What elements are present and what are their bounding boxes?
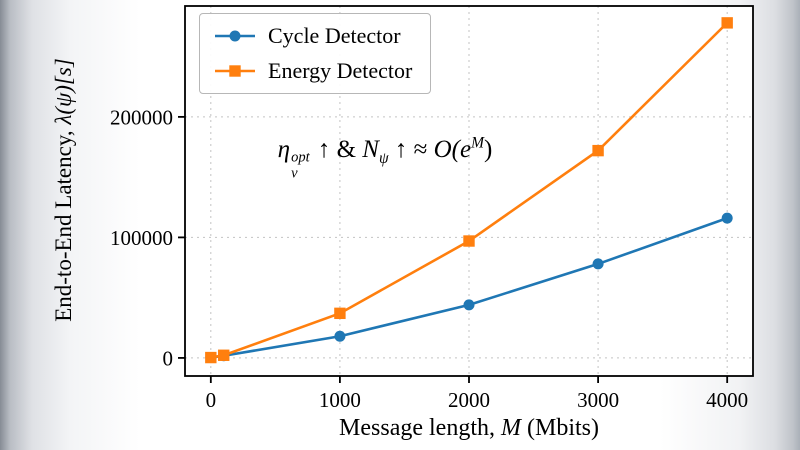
x-axis-label-math: M — [500, 415, 521, 441]
x-axis-label: Message length, M (Mbits) — [339, 415, 599, 442]
legend-label: Cycle Detector — [268, 23, 401, 48]
x-tick-label: 0 — [206, 388, 217, 412]
x-axis-label-unit: (Mbits) — [520, 415, 599, 441]
x-tick-label: 2000 — [448, 388, 490, 412]
y-axis-label-math: λ(ψ)[s] — [51, 58, 76, 125]
data-point-square — [334, 307, 346, 320]
y-tick-label: 0 — [163, 346, 174, 370]
data-point-square — [205, 351, 217, 364]
legend: Cycle Detector Energy Detector — [199, 13, 432, 94]
annotation: η opt v ↑ & Nψ ↑ ≈ O(eM) — [277, 134, 493, 182]
data-point-square — [463, 235, 475, 247]
annotation-subsup: opt v — [291, 149, 310, 182]
x-tick-label: 1000 — [319, 388, 361, 412]
data-point-circle — [592, 258, 604, 270]
legend-item: Energy Detector — [212, 58, 412, 84]
x-tick-label: 4000 — [706, 388, 748, 412]
data-point-square — [721, 17, 733, 29]
legend-label: Energy Detector — [268, 58, 413, 83]
x-axis-label-text: Message length, — [339, 415, 501, 441]
data-point-square — [592, 144, 604, 157]
y-tick-label: 200000 — [110, 105, 173, 129]
x-tick-label: 3000 — [577, 388, 619, 412]
data-point-circle — [334, 330, 346, 342]
legend-item: Cycle Detector — [212, 23, 412, 49]
data-point-circle — [721, 212, 733, 224]
y-axis-label: End-to-End Latency, λ(ψ)[s] — [51, 58, 77, 322]
circle-marker-icon — [215, 30, 255, 42]
square-marker-icon — [215, 65, 255, 77]
y-tick-label: 100000 — [110, 226, 173, 250]
data-point-circle — [463, 299, 475, 311]
data-point-square — [218, 349, 230, 361]
y-axis-label-text: End-to-End Latency, — [51, 124, 76, 322]
